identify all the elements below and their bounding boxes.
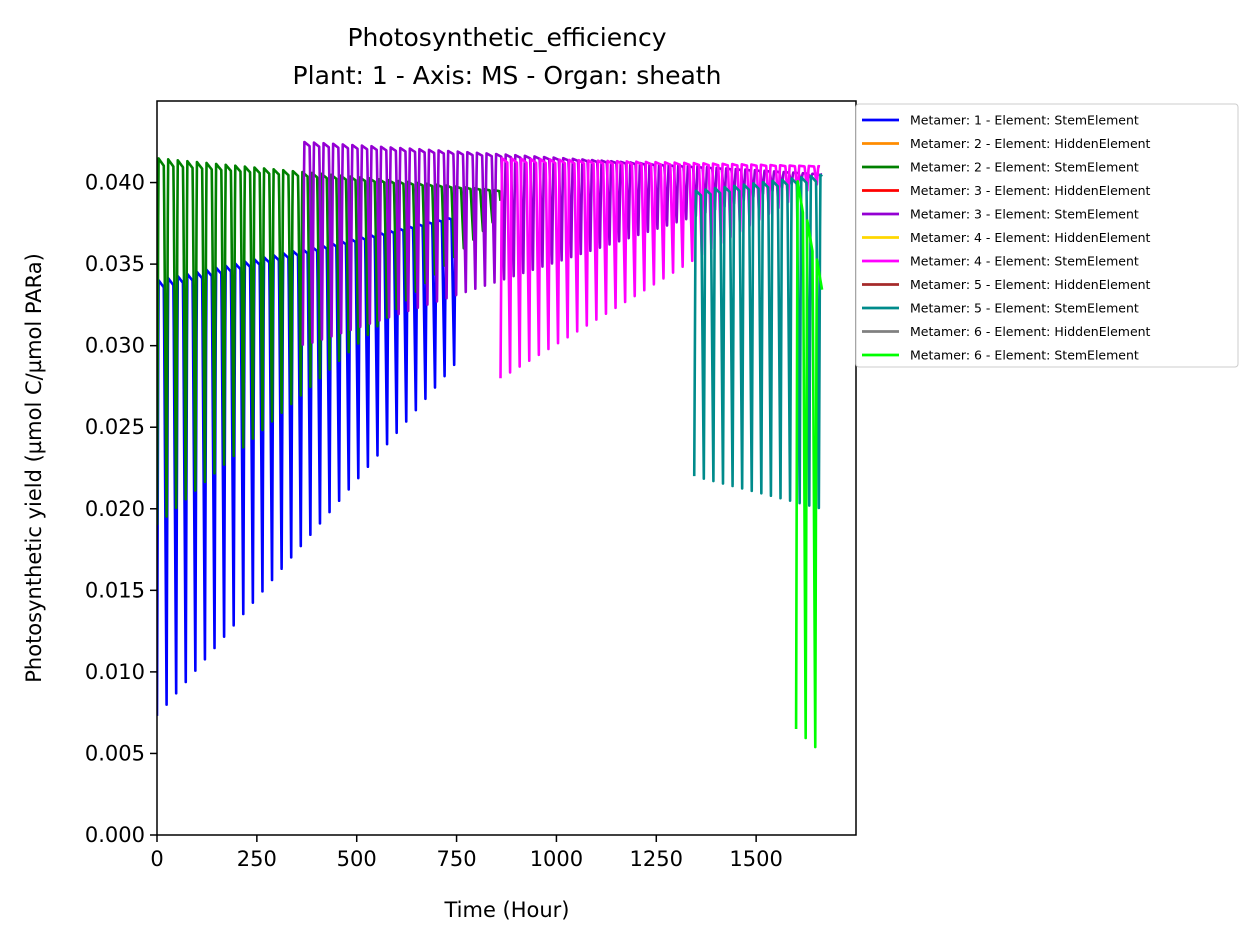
series-line-4 bbox=[499, 156, 821, 379]
legend-entry: Metamer: 3 - Element: HiddenElement bbox=[910, 183, 1151, 198]
series-line-6 bbox=[794, 179, 824, 749]
x-tick-label: 500 bbox=[337, 847, 377, 871]
legend-entry: Metamer: 5 - Element: StemElement bbox=[910, 301, 1139, 316]
y-tick-label: 0.010 bbox=[85, 660, 145, 684]
legend-frame bbox=[855, 103, 1239, 368]
legend-entry: Metamer: 2 - Element: HiddenElement bbox=[910, 136, 1151, 151]
series-line-5 bbox=[692, 173, 824, 510]
chart-title: Photosynthetic_efficiency bbox=[347, 23, 666, 52]
series-line-2 bbox=[157, 157, 502, 526]
y-tick-label: 0.005 bbox=[85, 741, 145, 765]
series-layer bbox=[157, 140, 824, 749]
legend-entry: Metamer: 2 - Element: StemElement bbox=[910, 160, 1139, 175]
x-tick-label: 250 bbox=[237, 847, 277, 871]
y-tick-label: 0.000 bbox=[85, 823, 145, 847]
x-tick-label: 750 bbox=[437, 847, 477, 871]
plot-frame bbox=[156, 100, 857, 836]
x-tick-label: 1000 bbox=[530, 847, 583, 871]
legend-entry: Metamer: 1 - Element: StemElement bbox=[910, 113, 1139, 128]
y-tick-label: 0.015 bbox=[85, 578, 145, 602]
series-line-3 bbox=[301, 140, 823, 346]
legend-entry: Metamer: 6 - Element: HiddenElement bbox=[910, 324, 1151, 339]
legend: Metamer: 1 - Element: StemElement Metamer… bbox=[855, 103, 1239, 368]
x-tick-label: 1500 bbox=[729, 847, 782, 871]
x-axis: 0 250 500 750 1000 1250 1500 bbox=[150, 835, 783, 871]
y-tick-label: 0.025 bbox=[85, 415, 145, 439]
y-tick-label: 0.020 bbox=[85, 497, 145, 521]
legend-entry: Metamer: 4 - Element: StemElement bbox=[910, 254, 1139, 269]
legend-entry: Metamer: 4 - Element: HiddenElement bbox=[910, 230, 1151, 245]
y-axis: 0.000 0.005 0.010 0.015 0.020 0.025 0.030 0.035… bbox=[85, 171, 157, 847]
x-axis-label: Time (Hour) bbox=[443, 898, 569, 922]
y-axis-label: Photosynthetic yield (µmol C/µmol PARa) bbox=[22, 253, 46, 683]
y-tick-label: 0.035 bbox=[85, 252, 145, 276]
legend-entry: Metamer: 3 - Element: StemElement bbox=[910, 207, 1139, 222]
y-tick-label: 0.040 bbox=[85, 171, 145, 195]
x-tick-label: 0 bbox=[150, 847, 163, 871]
legend-entry: Metamer: 5 - Element: HiddenElement bbox=[910, 277, 1151, 292]
y-tick-label: 0.030 bbox=[85, 334, 145, 358]
legend-entry: Metamer: 6 - Element: StemElement bbox=[910, 348, 1139, 363]
x-tick-label: 1250 bbox=[630, 847, 683, 871]
chart-subtitle: Plant: 1 - Axis: MS - Organ: sheath bbox=[293, 61, 722, 90]
